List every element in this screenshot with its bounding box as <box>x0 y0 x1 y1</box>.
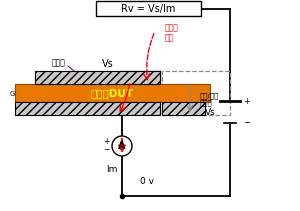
Circle shape <box>112 136 132 156</box>
Text: A: A <box>118 141 126 151</box>
Bar <box>162 102 205 115</box>
FancyBboxPatch shape <box>96 1 201 16</box>
Bar <box>15 102 160 115</box>
Text: Guard 电极: Guard 电极 <box>10 91 42 97</box>
Bar <box>35 71 160 84</box>
Bar <box>162 71 230 115</box>
Text: 体电阱
电流: 体电阱 电流 <box>165 23 179 43</box>
Text: Rv = Vs/Im: Rv = Vs/Im <box>121 4 176 14</box>
Text: Vs: Vs <box>205 107 216 116</box>
Text: 被测件DUT: 被测件DUT <box>91 88 134 98</box>
Text: −: − <box>243 119 250 127</box>
Text: −: − <box>103 146 110 154</box>
Text: 表面/侧面
漏电流: 表面/侧面 漏电流 <box>200 92 219 106</box>
Text: +: + <box>103 138 110 146</box>
Text: Vs: Vs <box>102 59 114 69</box>
Bar <box>15 84 210 102</box>
Text: 上电极: 上电极 <box>52 58 66 68</box>
Text: Im: Im <box>106 165 118 173</box>
Text: 0 v: 0 v <box>140 176 154 185</box>
Text: +: + <box>243 96 250 106</box>
Text: 主电极: 主电极 <box>22 100 36 108</box>
